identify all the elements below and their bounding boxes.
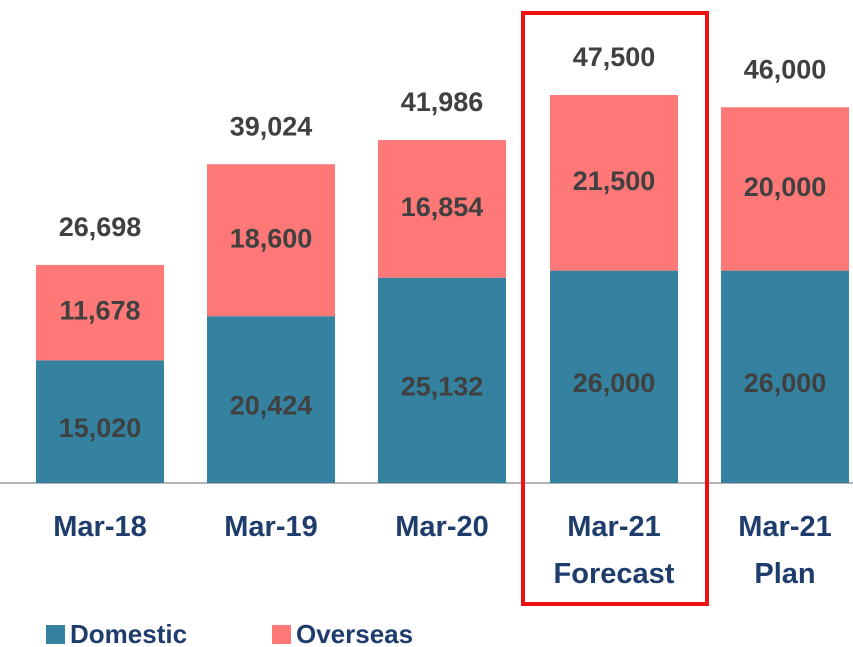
x-tick-label: Mar-21 Forecast <box>554 511 675 590</box>
value-label: 20,424 <box>230 391 313 421</box>
bar-segment <box>207 316 335 483</box>
bar-segment <box>721 270 849 483</box>
bar-segment <box>207 164 335 317</box>
value-label: 26,000 <box>573 368 656 398</box>
legend-label: Domestic <box>70 619 187 647</box>
value-label: 21,500 <box>573 166 656 196</box>
bar-segment <box>378 277 506 483</box>
value-label: 18,600 <box>230 223 313 253</box>
value-label: 20,000 <box>744 172 827 202</box>
legend-label: Overseas <box>296 619 413 647</box>
value-label: 16,854 <box>401 192 484 222</box>
total-label: 26,698 <box>59 212 142 242</box>
value-label: 15,020 <box>59 413 142 443</box>
value-label: 25,132 <box>401 371 484 401</box>
total-label: 39,024 <box>230 111 313 141</box>
bar-segment <box>36 264 164 361</box>
value-label: 11,678 <box>59 296 140 326</box>
x-tick-label: Mar-21 Plan <box>738 511 832 590</box>
legend-swatch <box>46 625 65 644</box>
bar-segment <box>550 95 678 271</box>
total-label: 47,500 <box>573 42 656 72</box>
total-label: 46,000 <box>744 54 827 84</box>
x-tick-label: Mar-19 <box>224 511 318 543</box>
legend-swatch <box>272 625 291 644</box>
x-tick-label: Mar-20 <box>395 511 489 543</box>
bar-segment <box>36 360 164 483</box>
bar-segment <box>378 140 506 278</box>
total-label: 41,986 <box>401 87 484 117</box>
bar-segment <box>721 107 849 271</box>
bar-segment <box>550 270 678 483</box>
x-tick-label: Mar-18 <box>53 511 147 543</box>
highlight-box <box>521 11 709 606</box>
value-label: 26,000 <box>744 368 827 398</box>
